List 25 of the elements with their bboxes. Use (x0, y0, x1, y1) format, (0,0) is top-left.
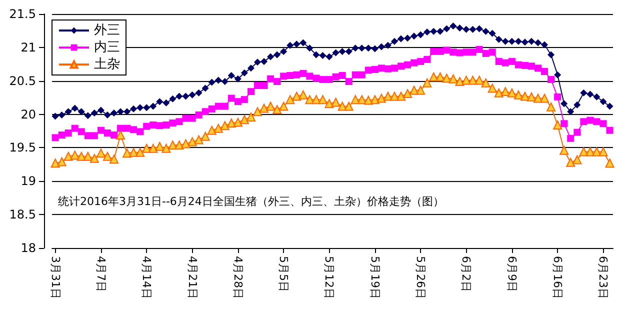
y-tick-label: 19.5 (9, 140, 36, 155)
x-tick-label: 4月14日 (140, 256, 154, 299)
annotation: 统计2016年3月31日--6月24日全国生猪（外三、内三、土杂）价格走势（图） (58, 195, 444, 208)
legend-label: 土杂 (94, 57, 120, 72)
x-tick-label: 6月23日 (596, 256, 610, 299)
y-tick-label: 21 (20, 40, 36, 54)
x-tick-label: 4月21日 (186, 256, 199, 299)
legend-label: 内三 (94, 40, 120, 55)
y-tick-label: 21.5 (9, 7, 36, 21)
y-tick-label: 18.5 (9, 208, 36, 222)
legend-label: 外三 (94, 23, 120, 38)
x-tick-label: 4月28日 (231, 256, 244, 299)
x-tick-label: 6月16日 (551, 256, 564, 299)
x-tick-label: 5月19日 (368, 256, 382, 299)
x-tick-label: 5月12日 (322, 256, 336, 299)
x-tick-label: 5月5日 (277, 256, 290, 292)
y-tick-label: 18 (20, 241, 36, 255)
x-tick-label: 4月7日 (94, 256, 108, 292)
x-tick-label: 6月9日 (505, 256, 518, 292)
x-tick-label: 3月31日 (48, 256, 62, 299)
x-tick-label: 6月2日 (460, 256, 473, 292)
x-tick-label: 5月26日 (414, 256, 428, 299)
y-tick-label: 19 (20, 174, 36, 188)
y-tick-label: 20.5 (9, 74, 36, 88)
y-tick-label: 20 (20, 107, 36, 122)
